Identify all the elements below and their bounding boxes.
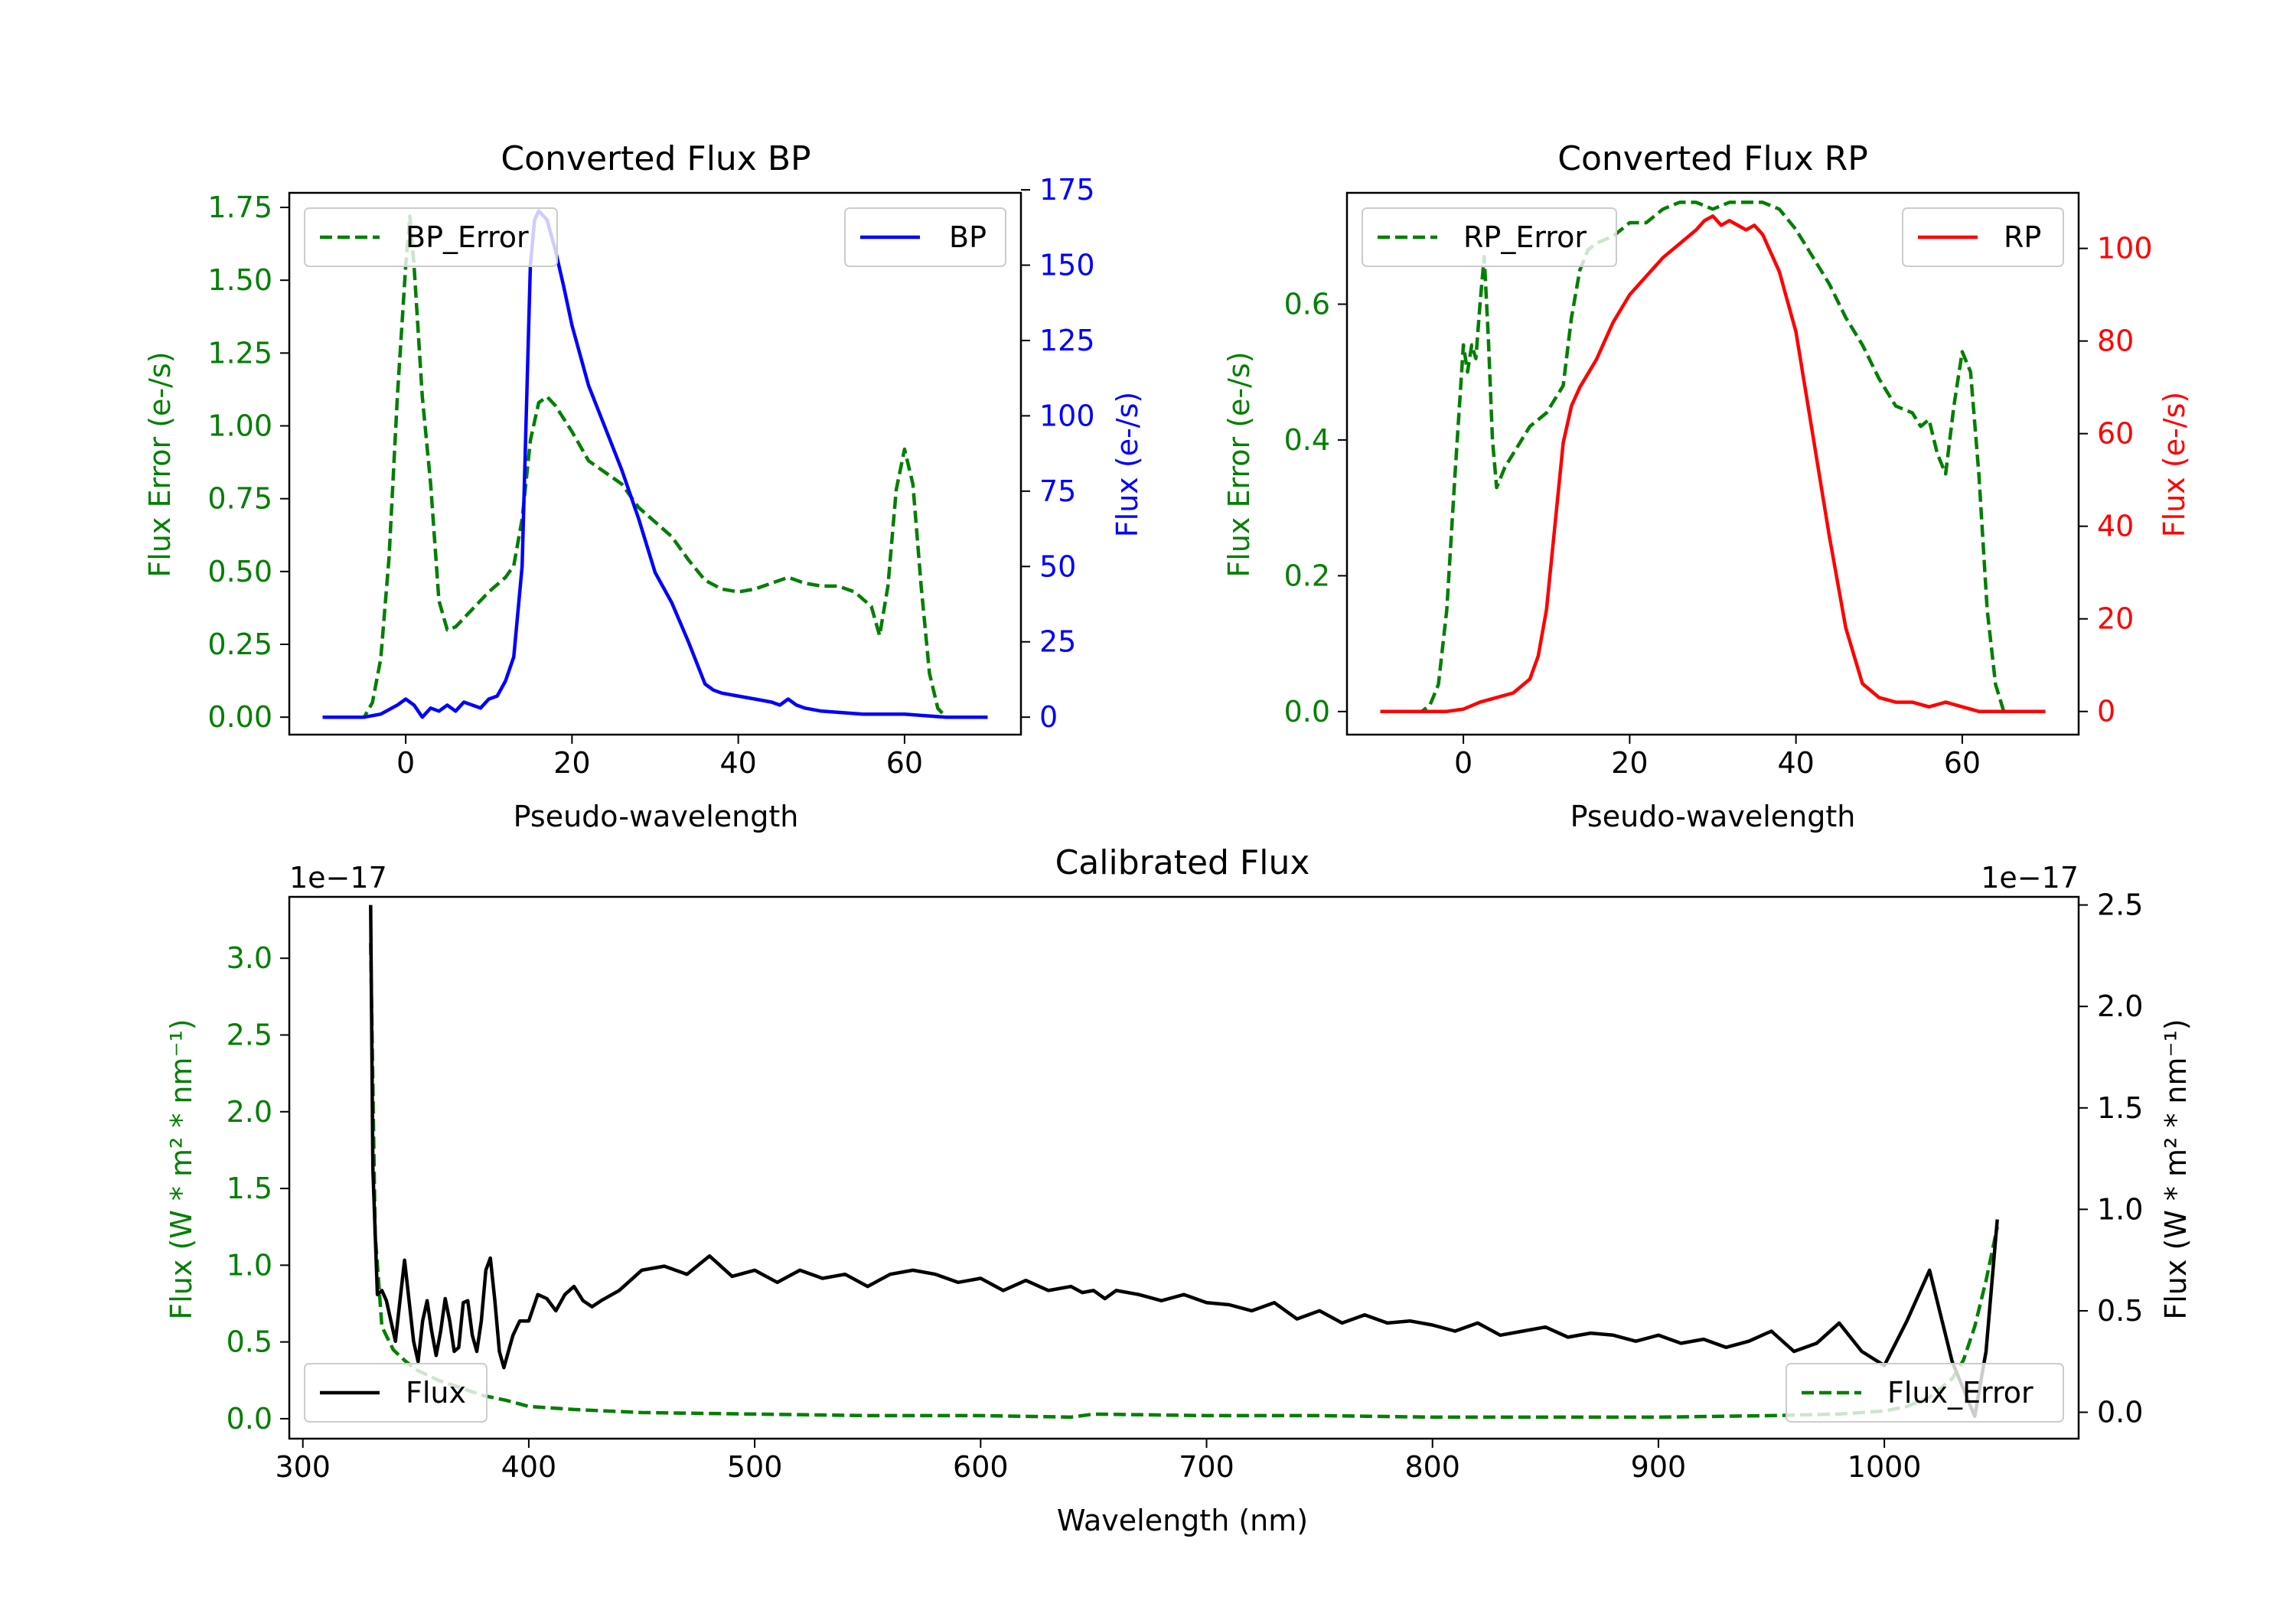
chart-bp-ytick-right-label: 50 [1039,549,1076,583]
chart-cal-legend-flux: Flux [304,1363,488,1423]
chart-rp-frame [1345,191,2080,736]
chart-rp-ytick-left-label: 0.6 [1284,288,1330,321]
chart-cal-xlabel: Wavelength (nm) [1057,1504,1308,1537]
chart-rp-title: Converted Flux RP [1557,139,1868,178]
chart-cal-legend-flux-label: Flux [406,1376,466,1410]
chart-cal-frame [288,895,2080,1440]
chart-bp-ylabel-right: Flux (e-/s) [1110,392,1144,537]
chart-cal-ytick-right-label: 0.0 [2097,1396,2143,1429]
chart-bp-xtick-label: 20 [553,746,590,780]
chart-cal-xtick-label: 600 [953,1450,1009,1484]
chart-rp-xlabel: Pseudo-wavelength [1570,800,1856,833]
chart-bp-ytick-right-label: 0 [1039,700,1058,734]
chart-bp-ytick-right-label: 125 [1039,324,1095,357]
chart-cal-xtick-label: 300 [275,1450,331,1484]
chart-bp-legend-error-label: BP_Error [406,220,529,254]
chart-rp-legend-flux-label: RP [2004,220,2041,254]
chart-bp-frame [288,191,1022,736]
chart-bp-title: Converted Flux BP [501,139,810,178]
chart-cal-ytick-left-label: 0.0 [227,1402,272,1436]
chart-cal-xtick-label: 500 [727,1450,783,1484]
chart-rp-ytick-right-label: 60 [2097,417,2134,451]
chart-cal-ytick-left-label: 2.0 [227,1095,272,1129]
chart-rp-series-rp-error [1380,200,2046,714]
chart-cal-ytick-right-label: 2.5 [2097,888,2143,922]
chart-bp-legend-error: BP_Error [304,207,558,267]
chart-cal-ylabel-right: Flux (W * m² * nm⁻¹) [2159,1019,2193,1319]
chart-rp-xtick-label: 40 [1777,746,1814,780]
chart-rp-ylabel-left: Flux Error (e-/s) [1222,351,1256,577]
chart-bp-ytick-left-label: 0.75 [207,482,272,516]
chart-rp-xtick-label: 0 [1454,746,1473,780]
chart-bp-ytick-left-label: 1.75 [207,191,272,224]
chart-bp-xtick-label: 40 [719,746,756,780]
chart-cal-xtick-label: 400 [501,1450,557,1484]
chart-bp-legend-flux-label: BP [949,220,987,254]
chart-rp-panel: Converted Flux RP Pseudo-wavelength Flux… [1222,139,2191,833]
chart-cal-ytick-left-label: 2.5 [227,1019,272,1052]
chart-bp-ylabel-left: Flux Error (e-/s) [143,351,177,577]
chart-bp-ytick-right-label: 100 [1039,399,1095,432]
chart-bp-legend-flux: BP [844,207,1006,267]
chart-bp-ytick-left-label: 0.00 [207,700,272,734]
chart-bp-ytick-right-label: 150 [1039,249,1095,282]
chart-rp-xtick-label: 20 [1611,746,1648,780]
chart-bp-xtick-label: 60 [886,746,923,780]
chart-cal-ytick-left-label: 1.0 [227,1248,272,1282]
chart-rp-legend-error: RP_Error [1362,207,1617,267]
chart-cal-ytick-left-label: 1.5 [227,1172,272,1205]
chart-cal-series-flux [369,905,1999,1419]
chart-bp-ytick-left-label: 1.00 [207,409,272,443]
chart-bp-ytick-left-label: 0.50 [207,555,272,588]
chart-cal-xtick-label: 800 [1404,1450,1460,1484]
chart-rp-legend-flux: RP [1902,207,2064,267]
chart-cal-ytick-right-label: 0.5 [2097,1294,2143,1328]
chart-rp-ytick-right-label: 40 [2097,510,2134,543]
chart-cal-ylabel-left: Flux (W * m² * nm⁻¹) [165,1019,198,1319]
chart-rp-ytick-left-label: 0.2 [1284,559,1330,592]
chart-bp-ytick-left-label: 0.25 [207,627,272,661]
chart-bp-ytick-right-label: 25 [1039,625,1076,659]
chart-bp-xlabel: Pseudo-wavelength [514,800,799,833]
chart-rp-ytick-right-label: 80 [2097,324,2134,358]
chart-calibrated-panel: Calibrated Flux Wavelength (nm) Flux (W … [165,843,2193,1537]
chart-bp-ytick-right-label: 75 [1039,474,1076,508]
chart-bp-series-bp-error [322,214,988,719]
chart-rp-ytick-right-label: 0 [2097,695,2115,729]
chart-rp-series-rp [1380,214,2046,713]
chart-bp-ytick-left-label: 1.50 [207,263,272,297]
chart-bp-ytick-left-label: 1.25 [207,336,272,370]
chart-cal-legend-error: Flux_Error [1786,1363,2064,1423]
chart-rp-xtick-label: 60 [1944,746,1981,780]
chart-cal-xtick-label: 700 [1179,1450,1234,1484]
chart-cal-ytick-left-label: 3.0 [227,941,272,975]
chart-cal-xtick-label: 900 [1631,1450,1687,1484]
chart-cal-ytick-right-label: 2.0 [2097,989,2143,1023]
chart-cal-ytick-right-label: 1.5 [2097,1091,2143,1125]
chart-rp-ytick-right-label: 100 [2097,232,2153,266]
chart-rp-ytick-left-label: 0.0 [1284,695,1330,729]
chart-cal-ytick-left-label: 0.5 [227,1325,272,1359]
chart-bp-panel: Converted Flux BP Pseudo-wavelength Flux… [143,139,1144,833]
chart-bp-ytick-right-label: 175 [1039,173,1095,207]
chart-cal-title: Calibrated Flux [1055,843,1310,882]
chart-cal-offset-left: 1e−17 [289,861,387,895]
chart-rp-ylabel-right: Flux (e-/s) [2157,392,2191,537]
chart-cal-xtick-label: 1000 [1848,1450,1922,1484]
chart-rp-ytick-left-label: 0.4 [1284,423,1330,457]
chart-cal-ytick-right-label: 1.0 [2097,1192,2143,1226]
chart-cal-legend-error-label: Flux_Error [1887,1376,2033,1410]
chart-cal-offset-right: 1e−17 [1981,861,2079,895]
chart-rp-legend-error-label: RP_Error [1463,220,1587,254]
chart-rp-ytick-right-label: 20 [2097,602,2134,636]
chart-bp-xtick-label: 0 [396,746,415,780]
